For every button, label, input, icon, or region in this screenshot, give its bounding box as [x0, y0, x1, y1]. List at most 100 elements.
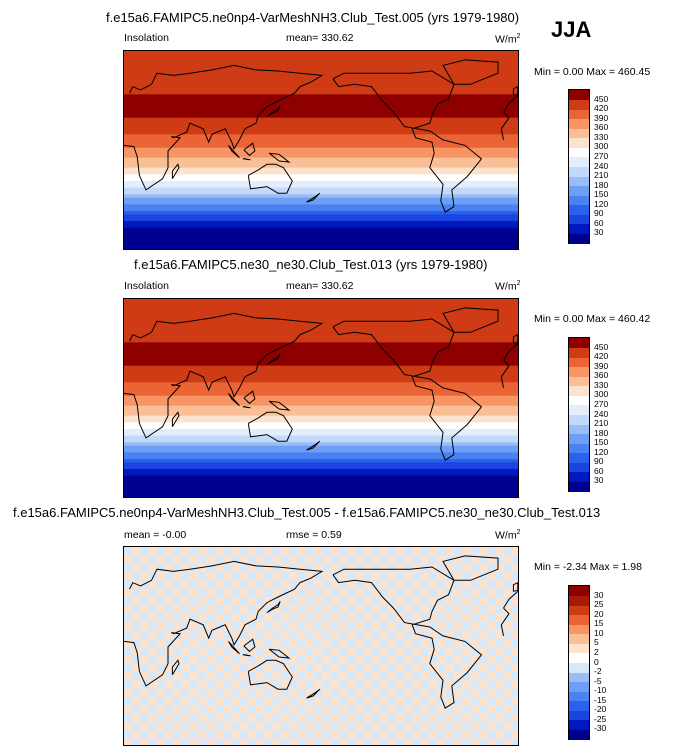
diff-cell — [206, 663, 215, 672]
diff-cell — [289, 663, 298, 672]
colorbar-3-swatch — [569, 586, 589, 597]
colorbar-3-tick-label: 10 — [594, 627, 604, 638]
diff-cell — [247, 605, 256, 614]
band-lat-62 — [124, 329, 518, 333]
diff-cell — [313, 588, 322, 597]
diff-cell — [412, 572, 421, 581]
diff-cell — [140, 547, 149, 556]
diff-cell — [264, 605, 273, 614]
diff-cell — [280, 588, 289, 597]
diff-cell — [445, 622, 454, 631]
diff-cell — [371, 713, 380, 722]
band-lat--16 — [124, 167, 518, 172]
colorbar-1-swatch — [569, 166, 589, 177]
panel-3-title: f.e15a6.FAMIPC5.ne0np4-VarMeshNH3.Club_T… — [13, 505, 601, 520]
diff-cell — [379, 555, 388, 564]
band-lat-2 — [124, 147, 518, 152]
diff-cell — [272, 680, 281, 689]
diff-cell — [487, 647, 496, 656]
diff-cell — [437, 647, 446, 656]
diff-cell — [272, 630, 281, 639]
diff-cell — [132, 588, 141, 597]
diff-cell — [132, 572, 141, 581]
diff-cell — [256, 580, 265, 589]
diff-cell — [181, 655, 190, 664]
diff-cell — [330, 722, 339, 731]
diff-cell — [181, 738, 190, 745]
diff-cell — [487, 547, 496, 556]
diff-cell — [322, 730, 331, 739]
diff-cell — [280, 555, 289, 564]
diff-cell — [338, 597, 347, 606]
diff-cell — [313, 672, 322, 681]
diff-cell — [404, 713, 413, 722]
band-lat--49 — [124, 452, 518, 457]
band-lat--31 — [124, 184, 518, 189]
diff-cell — [272, 713, 281, 722]
diff-cell — [355, 580, 364, 589]
diff-cell — [470, 597, 479, 606]
diff-cell — [371, 663, 380, 672]
diff-cell — [322, 597, 331, 606]
diff-cell — [421, 697, 430, 706]
diff-cell — [412, 722, 421, 731]
diff-cell — [454, 547, 463, 556]
diff-cell — [437, 613, 446, 622]
panel-2-colorbar — [568, 337, 590, 492]
diff-cell — [503, 730, 512, 739]
diff-cell — [305, 630, 314, 639]
diff-cell — [487, 630, 496, 639]
diff-cell — [404, 580, 413, 589]
coastline-6 — [228, 393, 240, 407]
band-lat--67 — [124, 224, 518, 229]
diff-cell — [289, 547, 298, 556]
band-lat-38 — [124, 355, 518, 360]
panel-1-variable-label: Insolation — [124, 32, 169, 44]
diff-cell — [165, 722, 174, 731]
coastline-0 — [124, 64, 518, 191]
diff-cell — [487, 563, 496, 572]
colorbar-1-swatch — [569, 99, 589, 110]
colorbar-2-swatch — [569, 338, 589, 349]
diff-cell — [198, 655, 207, 664]
diff-cell — [379, 688, 388, 697]
diff-cell — [206, 713, 215, 722]
band-lat-89 — [124, 299, 518, 303]
diff-cell — [239, 697, 248, 706]
diff-cell — [280, 688, 289, 697]
diff-cell — [462, 672, 471, 681]
band-lat--22 — [124, 422, 518, 427]
diff-cell — [124, 597, 133, 606]
diff-cell — [305, 563, 314, 572]
diff-cell — [421, 630, 430, 639]
diff-cell — [371, 680, 380, 689]
diff-cell — [511, 605, 518, 614]
diff-cell — [198, 572, 207, 581]
diff-cell — [247, 738, 256, 745]
diff-cell — [173, 663, 182, 672]
diff-cell — [198, 688, 207, 697]
diff-cell — [511, 555, 518, 564]
diff-cell — [388, 647, 397, 656]
diff-cell — [214, 688, 223, 697]
diff-cell — [190, 680, 199, 689]
band-lat--13 — [124, 412, 518, 417]
diff-cell — [148, 672, 157, 681]
diff-cell — [487, 680, 496, 689]
band-lat-74 — [124, 315, 518, 320]
diff-cell — [330, 622, 339, 631]
band-lat-8 — [124, 141, 518, 145]
panel-2-mean-label: mean= 330.62 — [286, 280, 354, 292]
diff-cell — [173, 647, 182, 656]
diff-cell — [124, 630, 133, 639]
diff-cell — [280, 738, 289, 745]
band-lat-14 — [124, 382, 518, 387]
band-lat--40 — [124, 194, 518, 199]
diff-cell — [157, 697, 166, 706]
diff-cell — [338, 630, 347, 639]
diff-cell — [346, 588, 355, 597]
diff-cell — [140, 680, 149, 689]
diff-cell — [511, 638, 518, 647]
diff-cell — [478, 638, 487, 647]
diff-cell — [173, 613, 182, 622]
